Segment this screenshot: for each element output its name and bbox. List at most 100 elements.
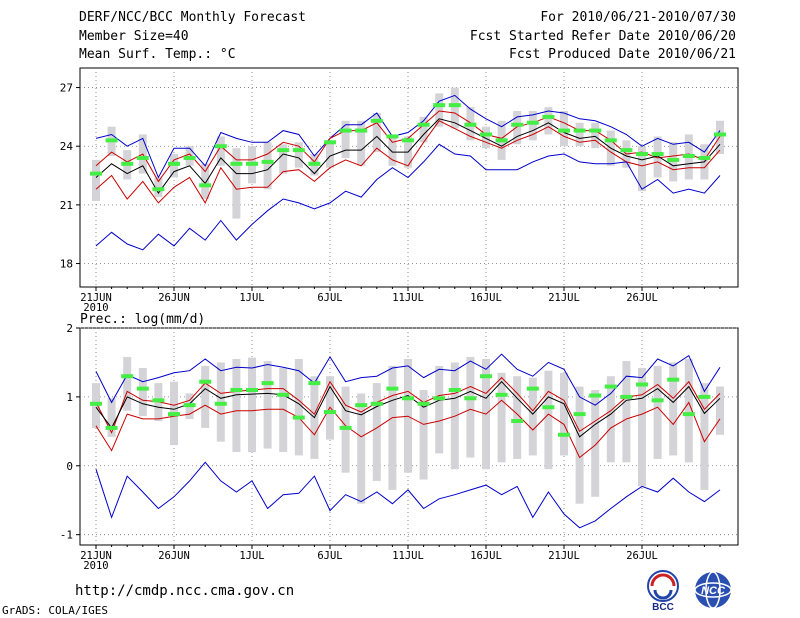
- bcc-logo-text: BCC: [652, 602, 674, 612]
- ncc-logo: NCC: [694, 571, 732, 609]
- control-marker: [230, 388, 243, 392]
- member-range-bar: [388, 136, 397, 166]
- series-lower-line: [95, 120, 721, 204]
- control-marker: [90, 171, 102, 176]
- member-range-bar: [450, 87, 459, 129]
- y-tick-label: 24: [60, 140, 74, 153]
- control-marker: [651, 398, 664, 403]
- member-range-bar: [326, 140, 334, 168]
- control-marker: [121, 374, 134, 379]
- member-range-bar: [388, 365, 397, 490]
- produced-date-label: Fcst Produced Date 2010/06/21: [509, 47, 736, 62]
- control-marker: [558, 432, 570, 437]
- control-marker: [542, 405, 555, 410]
- control-marker: [667, 157, 680, 162]
- member-range-bar: [669, 362, 678, 456]
- control-marker: [417, 122, 430, 127]
- control-marker: [214, 401, 227, 406]
- x-tick-label: 11JUL: [392, 550, 424, 562]
- control-marker: [417, 401, 430, 406]
- x-year-label: 2010: [83, 560, 108, 572]
- source-url[interactable]: http://cmdp.ncc.cma.gov.cn: [75, 583, 295, 599]
- member-range-bar: [466, 356, 475, 458]
- member-range-bar: [591, 122, 600, 149]
- x-tick-label: 26JUN: [158, 292, 190, 304]
- x-tick-label: 26JUL: [626, 550, 658, 562]
- member-range-bar: [138, 367, 147, 417]
- control-marker: [168, 161, 180, 166]
- series-lower-line: [95, 399, 721, 459]
- control-marker: [370, 401, 383, 406]
- x-tick-label: 11JUL: [392, 292, 424, 304]
- control-marker: [589, 128, 602, 133]
- control-marker: [261, 159, 274, 164]
- member-range-bar: [232, 148, 241, 219]
- control-marker: [667, 377, 680, 382]
- control-marker: [152, 187, 165, 192]
- x-tick-label: 21JUN: [80, 292, 112, 304]
- control-marker: [230, 161, 243, 166]
- series-mean-line: [95, 380, 721, 438]
- y-tick-label: 2: [66, 322, 73, 335]
- plot-frame: [79, 67, 739, 288]
- control-marker: [433, 396, 446, 401]
- control-marker: [698, 394, 711, 399]
- control-marker: [636, 382, 648, 387]
- forecast-period-label: For 2010/06/21-2010/07/30: [540, 10, 736, 25]
- x-tick-label: 6JUL: [317, 550, 342, 562]
- control-marker: [480, 132, 492, 137]
- control-marker: [386, 386, 399, 391]
- control-marker: [261, 381, 274, 386]
- control-marker: [324, 410, 336, 415]
- member-range-bar: [544, 370, 553, 470]
- y-tick-label: 27: [60, 82, 73, 95]
- control-marker: [246, 161, 258, 166]
- member-range-bar: [372, 383, 381, 481]
- control-marker: [526, 386, 539, 391]
- series-mean-line: [95, 118, 721, 195]
- control-marker: [604, 384, 617, 389]
- control-marker: [495, 138, 508, 143]
- member-range-bar: [653, 136, 662, 178]
- member-range-bar: [575, 122, 584, 147]
- member-range-bar: [575, 386, 584, 504]
- control-marker: [355, 403, 368, 408]
- panel-title: Prec.: log(mm/d): [80, 312, 205, 327]
- x-tick-label: 6JUL: [317, 292, 342, 304]
- control-marker: [292, 415, 305, 420]
- control-marker: [636, 152, 648, 157]
- control-marker: [714, 132, 726, 137]
- member-range-bar: [513, 111, 522, 145]
- member-range-bar: [653, 365, 662, 459]
- bcc-logo: BCC: [647, 570, 679, 612]
- member-range-bar: [341, 120, 350, 158]
- member-range-bar: [123, 356, 132, 411]
- control-marker: [199, 379, 212, 384]
- member-range-bar: [544, 107, 553, 135]
- y-tick-label: 1: [66, 391, 73, 404]
- member-range-bar: [263, 142, 272, 190]
- control-marker: [136, 155, 149, 160]
- control-marker: [90, 401, 102, 406]
- member-range-bar: [279, 367, 288, 452]
- control-marker: [168, 412, 180, 417]
- member-range-bar: [294, 142, 303, 168]
- x-tick-label: 1JUL: [239, 550, 264, 562]
- control-marker: [464, 396, 477, 401]
- member-range-bar: [92, 159, 100, 201]
- control-marker: [448, 103, 461, 108]
- member-range-bar: [700, 383, 709, 490]
- member-range-bar: [201, 163, 210, 200]
- variable-label: Mean Surf. Temp.: °C: [79, 47, 236, 62]
- control-marker: [308, 161, 321, 166]
- member-range-bar: [606, 376, 615, 463]
- x-tick-label: 16JUL: [470, 292, 502, 304]
- grads-credit: GrADS: COLA/IGES: [2, 604, 108, 617]
- panel-2: -1 0 1 2 21JUN 26JUN 1JUL 6JUL 11JUL 16JUL 21JUL 26…: [60, 312, 739, 572]
- member-size-label: Member Size=40: [79, 29, 189, 44]
- member-range-bar: [216, 136, 225, 166]
- control-marker: [199, 183, 212, 188]
- control-marker: [682, 153, 695, 158]
- x-tick-label: 16JUL: [470, 550, 502, 562]
- control-marker: [183, 155, 196, 160]
